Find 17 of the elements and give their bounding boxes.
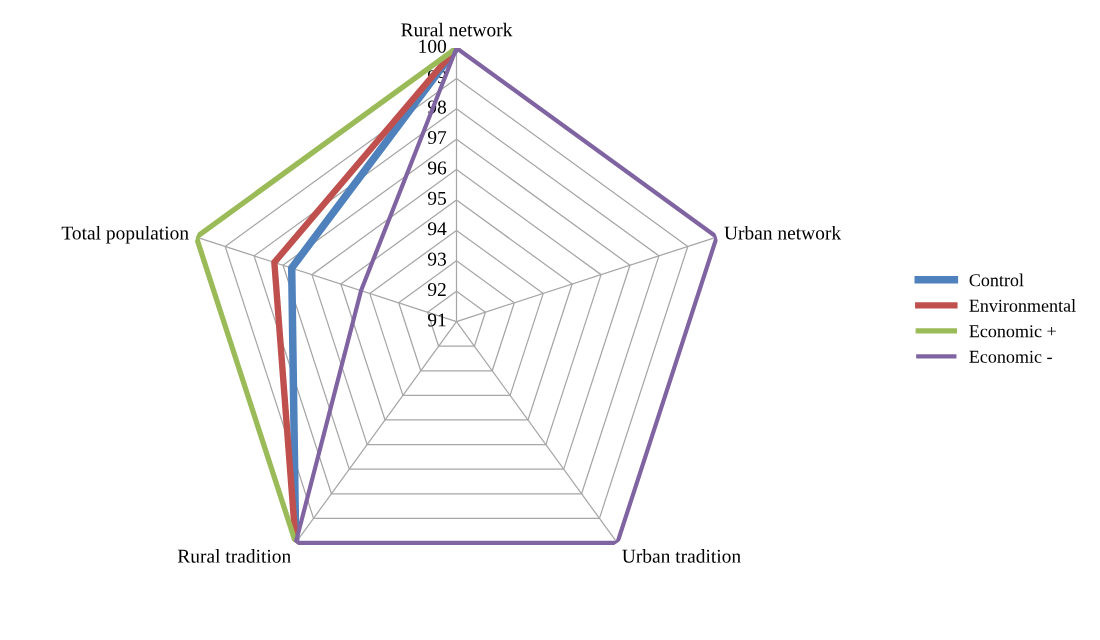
y-tick-label: 94 — [427, 222, 447, 236]
spoke-label: Urban network — [724, 225, 842, 240]
spoke-label: Rural network — [401, 22, 513, 37]
legend-label: Economic - — [969, 350, 1052, 363]
y-tick-label: 95 — [427, 191, 447, 205]
y-tick-label: 92 — [427, 283, 446, 297]
y-tick-label: 91 — [427, 313, 446, 327]
spoke-label: Rural tradition — [177, 549, 291, 563]
legend-label: Environmental — [969, 299, 1076, 312]
y-tick-label: 96 — [427, 161, 447, 175]
spoke-label: Total population — [61, 225, 189, 244]
legend-label: Economic + — [969, 325, 1056, 338]
spoke-label: Urban tradition — [622, 549, 741, 563]
y-tick-label: 97 — [427, 131, 447, 145]
y-tick-label: 100 — [419, 39, 447, 53]
legend-label: Control — [969, 273, 1024, 287]
y-tick-label: 93 — [427, 252, 447, 266]
